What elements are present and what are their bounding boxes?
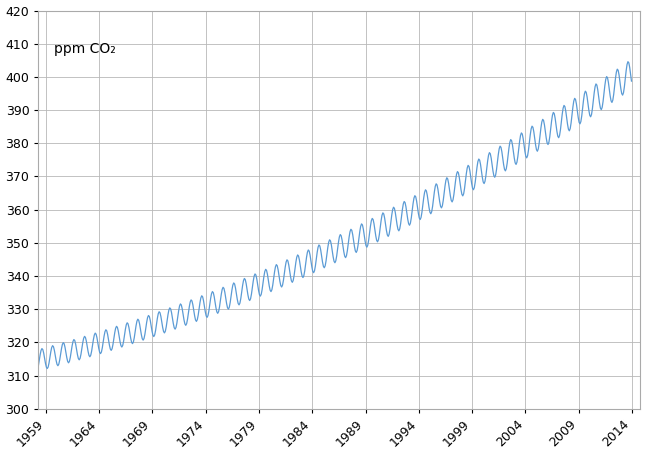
Text: ppm CO₂: ppm CO₂: [54, 42, 115, 56]
